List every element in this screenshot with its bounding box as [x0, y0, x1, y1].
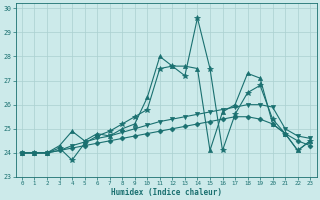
X-axis label: Humidex (Indice chaleur): Humidex (Indice chaleur) [111, 188, 221, 197]
